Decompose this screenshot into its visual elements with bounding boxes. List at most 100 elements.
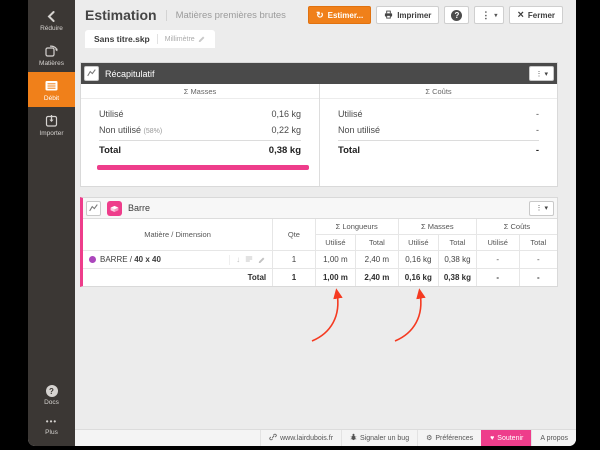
preferences-link[interactable]: ⚙ Préférences [417, 430, 481, 446]
preferences-label: Préférences [435, 434, 474, 442]
cell-qte: 1 [272, 250, 316, 269]
tab-unit: Millimètre [156, 34, 206, 44]
table-row-barre[interactable]: BARRE / 40 x 40 ↓ [83, 250, 557, 269]
tab-model[interactable]: Sans titre.skp Millimètre [85, 30, 215, 48]
main-panel: Estimation Matières premières brutes ↻ E… [75, 0, 576, 446]
mass-progress-bar [97, 165, 309, 170]
tab-bar: Sans titre.skp Millimètre [75, 30, 576, 48]
sidebar-item-plus[interactable]: ••• Plus [28, 411, 75, 446]
printer-icon [384, 10, 393, 21]
heart-icon: ♥ [490, 434, 495, 442]
material-color-dot [89, 256, 96, 263]
sidebar-item-importer[interactable]: Importer [28, 107, 75, 142]
costs-unused-row: Non utilisé - [338, 122, 539, 138]
sidebar-item-label: Importer [39, 130, 64, 137]
total-cost-total: - [518, 268, 557, 286]
total-label: Total [338, 144, 360, 156]
table-header-groups: Matière / Dimension Qte Σ Longueurs Σ Ma… [83, 219, 557, 251]
about-link[interactable]: A propos [531, 430, 576, 446]
colgroup-longueurs: Σ Longueurs [314, 219, 399, 235]
total-mass-total: 0,38 kg [437, 268, 477, 286]
status-bar: www.lairdubois.fr Signaler un bug ⚙ Préf… [75, 429, 576, 446]
caret-down-icon: ▾ [494, 12, 498, 19]
cell-cost-total: - [518, 250, 557, 269]
col-matiere: Matière / Dimension [83, 219, 274, 251]
website-link[interactable]: www.lairdubois.fr [260, 430, 341, 446]
edit-icon[interactable] [258, 255, 266, 265]
caret-down-icon: ▾ [544, 70, 548, 78]
parts-list-icon[interactable] [245, 255, 253, 265]
col-longueurs-total: Total [355, 234, 399, 251]
about-label: A propos [540, 434, 568, 442]
unused-label: Non utilisé (58%) [99, 125, 163, 135]
window-menu-button[interactable]: ⋮ ▾ [474, 6, 505, 24]
barre-menu-button[interactable]: ⋮ ▾ [529, 200, 554, 216]
bug-icon [350, 433, 357, 443]
sidebar-item-label: Plus [45, 429, 58, 436]
col-qte: Qte [272, 219, 316, 251]
chart-toggle-icon [86, 66, 97, 81]
costs-total-row: Total - [338, 140, 539, 159]
sidebar-item-label: Réduire [40, 25, 63, 32]
refresh-icon: ↻ [316, 9, 324, 20]
row-actions: ↓ [229, 254, 266, 265]
col-masses-total: Total [437, 234, 477, 251]
sidebar-item-reduire[interactable]: Réduire [28, 4, 75, 37]
total-label: Total [99, 144, 121, 156]
recap-costs-panel: Σ Coûts Utilisé - Non utilisé - Total - [319, 84, 557, 186]
cell-mass-total: 0,38 kg [437, 250, 477, 269]
costs-header: Σ Coûts [320, 84, 557, 99]
total-label: Total [83, 268, 274, 286]
website-label: www.lairdubois.fr [280, 434, 334, 442]
unused-percentage: (58%) [143, 128, 163, 135]
question-circle-icon: ? [45, 385, 58, 397]
cell-cost-used: - [475, 250, 520, 269]
fermer-button[interactable]: × Fermer [509, 6, 563, 24]
kebab-menu-icon: ⋮ [535, 205, 543, 212]
import-icon [44, 113, 59, 128]
cell-len-total: 2,40 m [355, 250, 399, 269]
barre-table: Matière / Dimension Qte Σ Longueurs Σ Ma… [83, 219, 557, 286]
sidebar-item-debit[interactable]: Débit [28, 72, 75, 107]
bar-material-icon [107, 200, 122, 216]
total-cost-used: - [475, 268, 520, 286]
report-bug-link[interactable]: Signaler un bug [341, 430, 417, 446]
move-down-icon[interactable]: ↓ [236, 255, 241, 264]
report-bug-label: Signaler un bug [360, 434, 410, 442]
barre-card: Barre ⋮ ▾ Matière / Dime [80, 197, 558, 287]
help-button[interactable]: ? [444, 6, 470, 24]
col-masses-utilise: Utilisé [397, 234, 439, 251]
recap-body: Σ Masses Utilisé 0,16 kg Non utilisé (58… [81, 84, 557, 186]
estimer-button[interactable]: ↻ Estimer... [308, 6, 372, 24]
colgroup-couts: Σ Coûts [475, 219, 557, 235]
barre-card-header: Barre ⋮ ▾ [83, 198, 557, 219]
total-len-total: 2,40 m [355, 268, 399, 286]
recap-card: Récapitulatif ⋮ ▾ Σ Masses Utilisé 0,16 … [80, 62, 558, 187]
link-icon [269, 433, 277, 443]
sidebar-item-docs[interactable]: ? Docs [28, 379, 75, 411]
sidebar-item-label: Matières [39, 60, 64, 67]
fermer-label: Fermer [527, 10, 555, 20]
kebab-menu-icon: ⋮ [535, 70, 543, 78]
kebab-menu-icon: ⋮ [481, 9, 491, 20]
sidebar-item-label: Débit [43, 95, 60, 102]
total-qte: 1 [272, 268, 316, 286]
barre-toggle-button[interactable] [86, 200, 101, 216]
soutenir-button[interactable]: ♥ Soutenir [481, 430, 532, 446]
total-len-used: 1,00 m [314, 268, 357, 286]
colgroup-masses: Σ Masses [397, 219, 477, 235]
soutenir-label: Soutenir [497, 434, 524, 442]
recap-masses-panel: Σ Masses Utilisé 0,16 kg Non utilisé (58… [81, 84, 319, 186]
imprimer-button[interactable]: Imprimer [376, 6, 440, 24]
unused-label: Non utilisé [338, 125, 381, 135]
sidebar-item-matieres[interactable]: Matières [28, 37, 75, 72]
masses-header: Σ Masses [81, 84, 319, 99]
summary-toggle-button[interactable] [84, 66, 99, 81]
pencil-icon[interactable] [198, 34, 206, 44]
masses-used-row: Utilisé 0,16 kg [99, 106, 301, 122]
gear-icon: ⚙ [426, 435, 433, 442]
materials-icon [44, 43, 59, 58]
close-icon: × [517, 9, 524, 21]
total-value: - [535, 144, 539, 156]
recap-menu-button[interactable]: ⋮ ▾ [529, 66, 554, 81]
